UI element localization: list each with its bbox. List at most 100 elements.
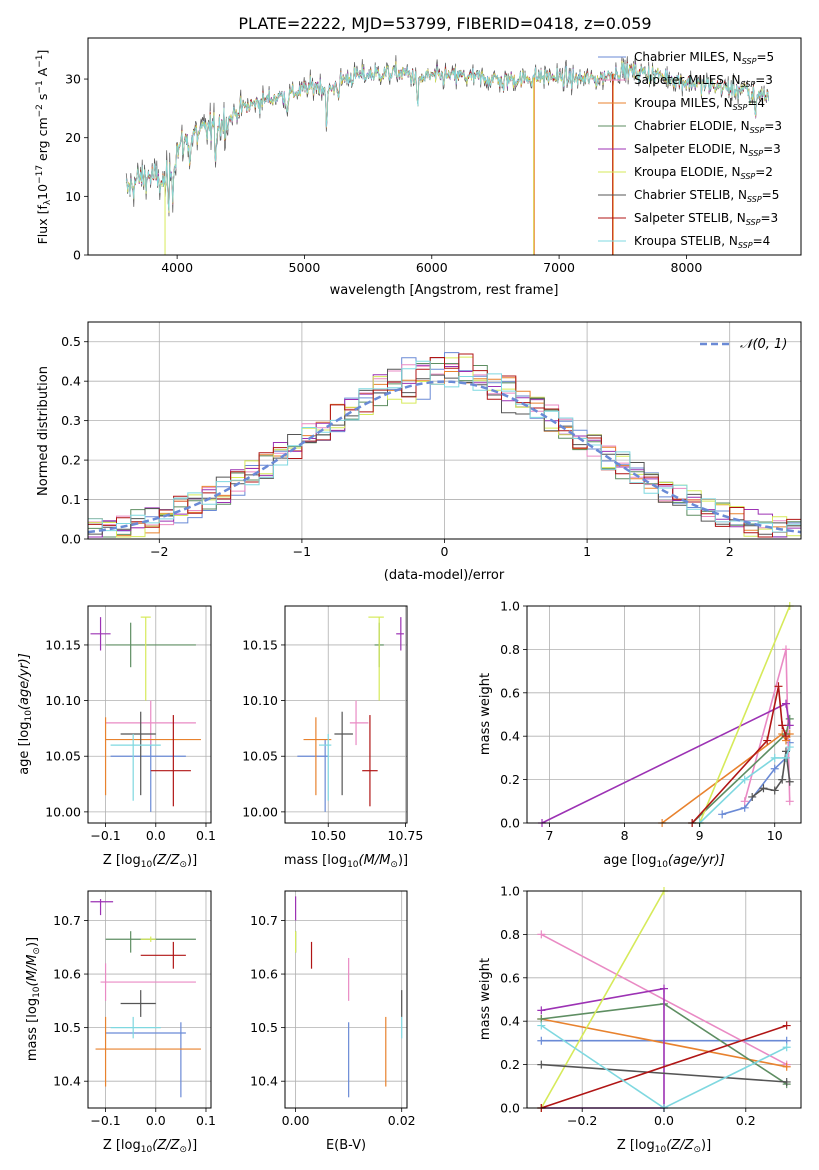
mass-vs-ebv-marks (295, 896, 403, 1098)
mass-vs-ebv-xlabel: E(B-V) (326, 1138, 366, 1153)
weight-marker-salp_elodie (660, 984, 668, 993)
y-tick-label: 0.8 (500, 927, 520, 942)
spectrum-line-krou_stelib (125, 62, 770, 211)
x-tick-label: 8 (621, 828, 629, 843)
age-vs-Z-ticks: −0.1 0.0 0.1 10.00 10.05 10.10 10.15 (45, 637, 216, 843)
massweight-vs-age-ylabel: mass weight (478, 673, 493, 755)
weight-marker-salp_stelib (781, 732, 790, 741)
x-tick-label: 0.2 (736, 1113, 756, 1128)
age-vs-Z-ylabel: age [log10(age/yr)] (17, 653, 34, 775)
legend-label: Chabrier STELIB, NSSP=5 (634, 188, 779, 204)
mass-vs-Z-marks (90, 899, 201, 1098)
weight-marker-chab_stelib (782, 1077, 791, 1086)
y-tick-label: 10.4 (250, 1074, 278, 1089)
legend-label: Salpeter STELIB, NSSP=3 (634, 211, 778, 227)
y-tick-label: 10.5 (53, 1020, 81, 1035)
y-tick-label: 10.7 (250, 913, 278, 928)
x-tick-label: 8000 (671, 260, 703, 275)
residuals-panel: −2 −1 0 1 2 0.0 0.1 0.2 0.3 0.4 0.5 (data-model)/e… (36, 321, 802, 583)
massweight-vs-Z-ylabel: mass weight (478, 958, 493, 1040)
weight-marker-salp_elodie (537, 1006, 546, 1015)
weight-marker-krou_stelib (785, 743, 794, 752)
weight-marker-krou_stelib (740, 775, 749, 784)
massweight-vs-Z-xlabel: Z [log10(Z/Z⊙)] (617, 1138, 711, 1155)
y-tick-label: 10.00 (242, 804, 278, 819)
x-tick-label: 10.50 (310, 828, 346, 843)
weight-marker-salp_miles (781, 645, 790, 654)
y-tick-label: 0 (73, 248, 81, 263)
histogram-chab_elodie (88, 363, 801, 538)
y-tick-label: 10.00 (45, 804, 81, 819)
x-tick-label: 7 (546, 828, 554, 843)
weight-marker-krou_stelib (782, 1043, 791, 1052)
legend-label: Salpeter MILES, NSSP=3 (634, 73, 773, 89)
y-tick-label: 0.2 (61, 453, 81, 468)
mass-vs-ebv-frame (284, 890, 408, 1109)
spectrum-ticks: 4000 5000 6000 7000 8000 0 10 20 30 (65, 72, 702, 275)
x-tick-label: 5000 (289, 260, 321, 275)
y-tick-label: 10 (65, 189, 81, 204)
y-tick-label: 0.0 (500, 816, 520, 831)
y-tick-label: 10.10 (45, 693, 81, 708)
y-tick-label: 0.8 (500, 642, 520, 657)
y-tick-label: 0.6 (500, 970, 520, 985)
age-vs-Z-xlabel: Z [log10(Z/Z⊙)] (103, 853, 197, 870)
x-tick-label: 1 (583, 544, 591, 559)
y-tick-label: 10.5 (250, 1020, 278, 1035)
y-tick-label: 0.6 (500, 685, 520, 700)
x-tick-label: 2 (726, 544, 734, 559)
weight-marker-salp_elodie (785, 721, 794, 730)
weight-marker-chab_stelib (537, 1060, 546, 1069)
x-tick-label: 4000 (161, 260, 193, 275)
mass-vs-Z-plot-area (88, 891, 211, 1108)
age-vs-mass-ticks: 10.50 10.75 10.00 10.05 10.10 10.15 (242, 637, 423, 843)
histogram-salp_stelib (88, 353, 801, 538)
weight-line-salp_stelib (541, 1024, 787, 1109)
weight-marker-chab_miles (718, 810, 727, 819)
age-vs-mass-panel: 10.50 10.75 10.00 10.05 10.10 10.15 mass [log… (242, 605, 423, 870)
massweight-vs-age-plot-area (527, 606, 801, 823)
normal-curve (87, 380, 802, 534)
legend-label: Kroupa STELIB, NSSP=4 (634, 234, 770, 250)
weight-marker-krou_stelib (537, 1021, 546, 1030)
age-vs-mass-frame (284, 605, 408, 824)
legend-label: Chabrier MILES, NSSP=5 (634, 50, 774, 66)
x-tick-label: 6000 (416, 260, 448, 275)
weight-line-krou_elodie (698, 605, 791, 824)
x-tick-label: 0.0 (146, 1113, 166, 1128)
weight-marker-chab_stelib (778, 775, 787, 784)
weight-line-krou_miles (661, 732, 791, 824)
weight-marker-salp_miles (785, 797, 794, 806)
massweight-vs-age-ticks: 7 8 9 10 0.0 0.2 0.4 0.6 0.8 1.0 (500, 599, 783, 844)
x-tick-label: −2 (150, 544, 168, 559)
massweight-vs-age-xlabel: age [log10(age/yr)] (603, 853, 725, 870)
massweight-vs-Z-ticks: −0.2 0.0 0.2 0.0 0.2 0.4 0.6 0.8 1.0 (500, 884, 756, 1129)
y-tick-label: 0.5 (61, 334, 81, 349)
x-tick-label: −0.2 (567, 1113, 597, 1128)
age-vs-mass-marks (297, 616, 404, 812)
y-tick-label: 10.05 (242, 749, 278, 764)
massweight-vs-age-panel: 7 8 9 10 0.0 0.2 0.4 0.6 0.8 1.0 age [log10(age/y… (478, 599, 802, 870)
figure-title: PLATE=2222, MJD=53799, FIBERID=0418, z=0… (238, 14, 651, 33)
x-tick-label: −1 (293, 544, 311, 559)
x-tick-label: 0.1 (196, 828, 216, 843)
mass-vs-Z-ylabel: mass [log10(M/M⊙)] (25, 937, 42, 1061)
weight-line-krou_elodie (540, 890, 665, 1109)
weight-marker-salp_elodie (781, 699, 790, 708)
mass-vs-Z-xlabel: Z [log10(Z/Z⊙)] (103, 1138, 197, 1155)
weight-marker-salp_miles (537, 930, 546, 939)
x-tick-label: 10.75 (388, 828, 424, 843)
y-tick-label: 0.4 (61, 374, 81, 389)
weight-marker-salp_stelib (778, 721, 787, 730)
weight-marker-chab_stelib (759, 784, 768, 793)
y-tick-label: 30 (65, 72, 81, 87)
histogram-salp_miles (88, 363, 801, 529)
x-tick-label: 7000 (543, 260, 575, 275)
x-tick-label: 0 (441, 544, 449, 559)
massweight-vs-Z-panel: −0.2 0.0 0.2 0.0 0.2 0.4 0.6 0.8 1.0 Z [log10(Z/… (478, 884, 802, 1155)
mass-vs-ebv-plot-area (285, 891, 407, 1108)
x-tick-label: 9 (696, 828, 704, 843)
residuals-marks (87, 352, 802, 538)
weight-marker-salp_miles (740, 797, 749, 806)
weight-marker-chab_stelib (770, 786, 779, 795)
